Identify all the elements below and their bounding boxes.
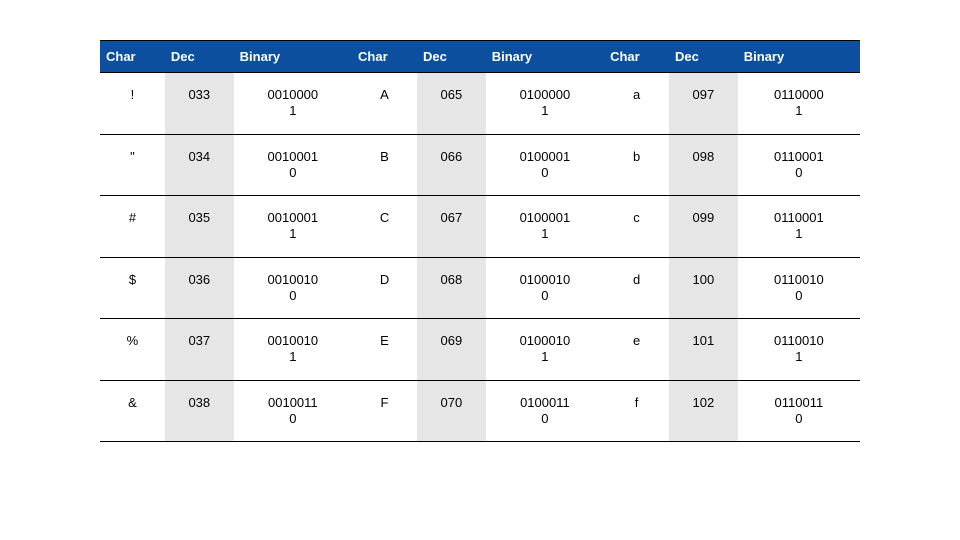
char-cell: ! <box>100 73 165 135</box>
binary-cell: 0100010 1 <box>486 319 604 381</box>
dec-cell: 036 <box>165 257 234 319</box>
binary-cell: 0100000 1 <box>486 73 604 135</box>
char-cell: D <box>352 257 417 319</box>
table-row: #0350010001 1C0670100001 1c0990110001 1 <box>100 196 860 258</box>
char-cell: $ <box>100 257 165 319</box>
dec-cell: 099 <box>669 196 738 258</box>
binary-cell: 0010000 1 <box>234 73 352 135</box>
char-cell: e <box>604 319 669 381</box>
binary-cell: 0110001 0 <box>738 134 860 196</box>
table-row: &0380010011 0F0700100011 0f1020110011 0 <box>100 380 860 442</box>
binary-cell: 0110001 1 <box>738 196 860 258</box>
table-row: %0370010010 1E0690100010 1e1010110010 1 <box>100 319 860 381</box>
char-cell: E <box>352 319 417 381</box>
dec-cell: 097 <box>669 73 738 135</box>
char-cell: " <box>100 134 165 196</box>
dec-cell: 065 <box>417 73 486 135</box>
char-cell: & <box>100 380 165 442</box>
binary-cell: 0100010 0 <box>486 257 604 319</box>
dec-cell: 068 <box>417 257 486 319</box>
dec-cell: 100 <box>669 257 738 319</box>
binary-cell: 0100001 1 <box>486 196 604 258</box>
dec-cell: 069 <box>417 319 486 381</box>
col-header: Char <box>100 41 165 73</box>
dec-cell: 037 <box>165 319 234 381</box>
page-root: CharDecBinaryCharDecBinaryCharDecBinary … <box>0 0 960 442</box>
binary-cell: 0110011 0 <box>738 380 860 442</box>
col-header: Char <box>352 41 417 73</box>
ascii-table: CharDecBinaryCharDecBinaryCharDecBinary … <box>100 40 860 442</box>
char-cell: c <box>604 196 669 258</box>
dec-cell: 066 <box>417 134 486 196</box>
dec-cell: 098 <box>669 134 738 196</box>
dec-cell: 033 <box>165 73 234 135</box>
binary-cell: 0010001 0 <box>234 134 352 196</box>
binary-cell: 0010001 1 <box>234 196 352 258</box>
binary-cell: 0100011 0 <box>486 380 604 442</box>
col-header: Dec <box>417 41 486 73</box>
dec-cell: 035 <box>165 196 234 258</box>
binary-cell: 0110000 1 <box>738 73 860 135</box>
char-cell: f <box>604 380 669 442</box>
char-cell: a <box>604 73 669 135</box>
binary-cell: 0110010 1 <box>738 319 860 381</box>
char-cell: # <box>100 196 165 258</box>
binary-cell: 0010010 0 <box>234 257 352 319</box>
char-cell: % <box>100 319 165 381</box>
binary-cell: 0110010 0 <box>738 257 860 319</box>
binary-cell: 0100001 0 <box>486 134 604 196</box>
table-row: !0330010000 1A0650100000 1a0970110000 1 <box>100 73 860 135</box>
dec-cell: 067 <box>417 196 486 258</box>
col-header: Char <box>604 41 669 73</box>
dec-cell: 101 <box>669 319 738 381</box>
dec-cell: 038 <box>165 380 234 442</box>
char-cell: F <box>352 380 417 442</box>
char-cell: B <box>352 134 417 196</box>
col-header: Dec <box>669 41 738 73</box>
col-header: Binary <box>738 41 860 73</box>
col-header: Dec <box>165 41 234 73</box>
table-header-row: CharDecBinaryCharDecBinaryCharDecBinary <box>100 41 860 73</box>
dec-cell: 034 <box>165 134 234 196</box>
binary-cell: 0010011 0 <box>234 380 352 442</box>
col-header: Binary <box>234 41 352 73</box>
table-row: "0340010001 0B0660100001 0b0980110001 0 <box>100 134 860 196</box>
col-header: Binary <box>486 41 604 73</box>
char-cell: b <box>604 134 669 196</box>
binary-cell: 0010010 1 <box>234 319 352 381</box>
table-row: $0360010010 0D0680100010 0d1000110010 0 <box>100 257 860 319</box>
dec-cell: 070 <box>417 380 486 442</box>
dec-cell: 102 <box>669 380 738 442</box>
char-cell: A <box>352 73 417 135</box>
char-cell: C <box>352 196 417 258</box>
char-cell: d <box>604 257 669 319</box>
